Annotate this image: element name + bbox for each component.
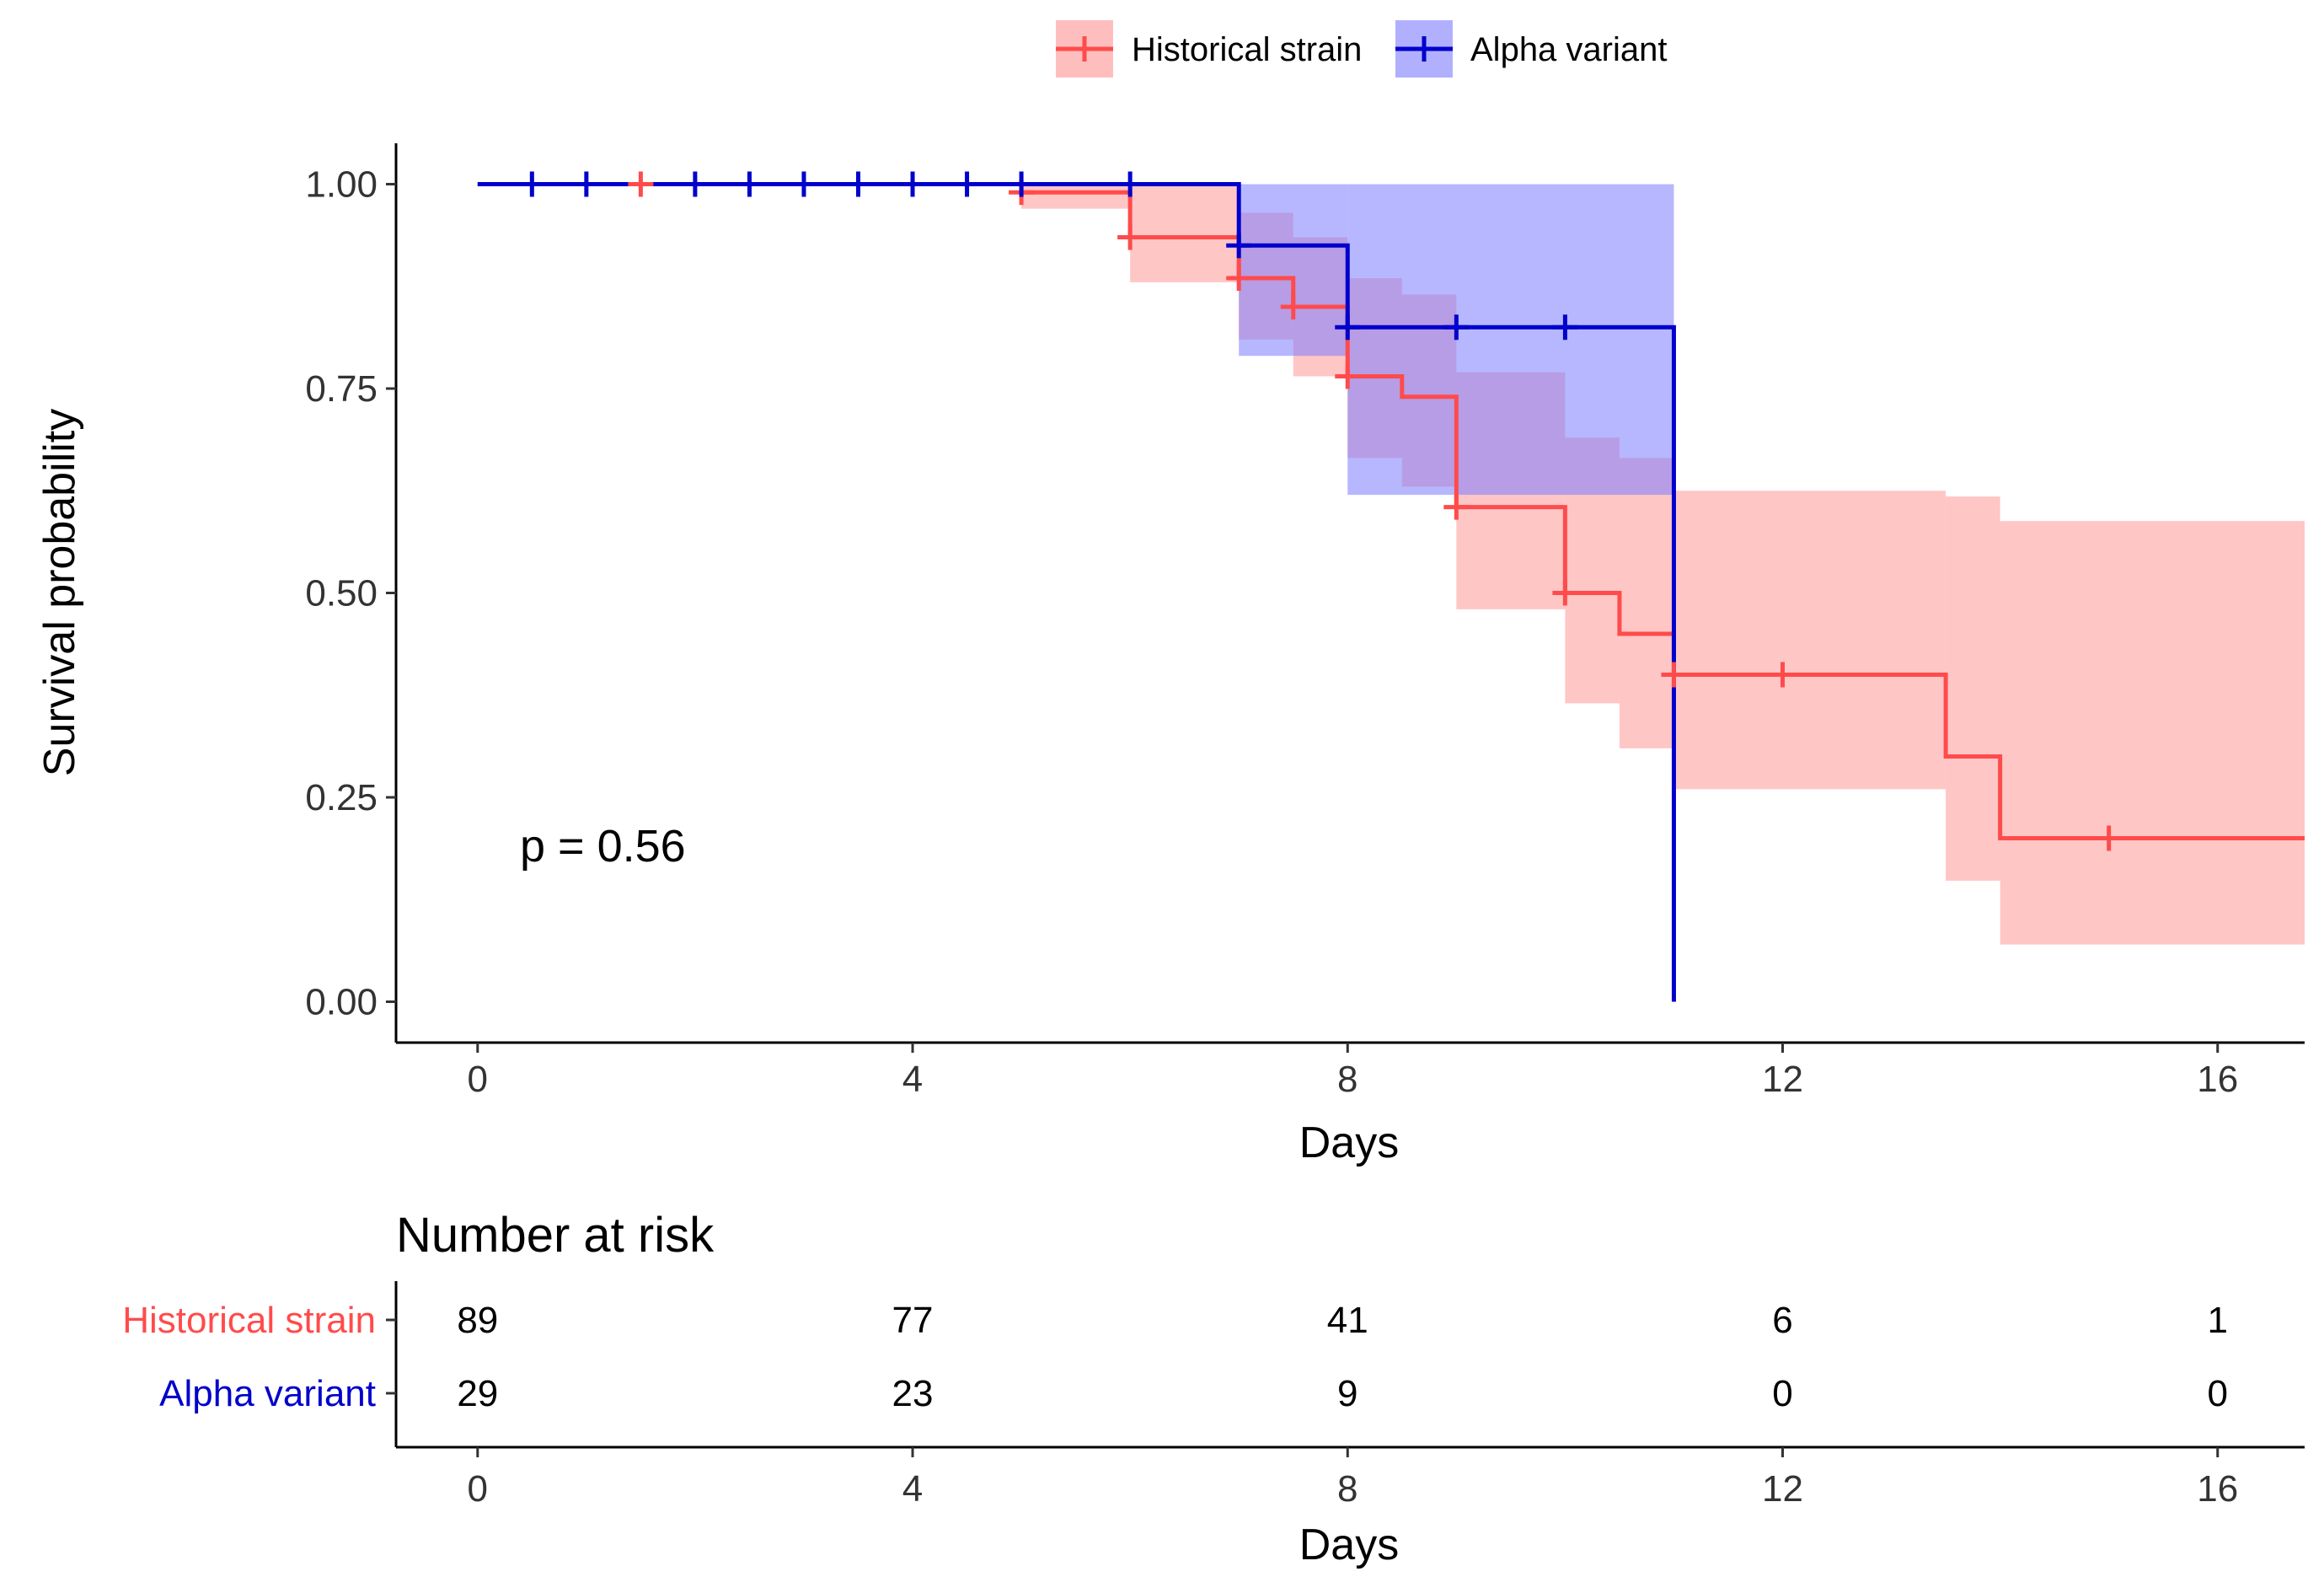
x-tick-label: 4 — [902, 1059, 923, 1100]
risk-x-tick-label: 8 — [1337, 1468, 1357, 1510]
censor-mark-alpha — [682, 171, 708, 197]
y-tick-label: 0.25 — [305, 777, 378, 818]
risk-count: 9 — [1337, 1373, 1357, 1414]
censor-mark-alpha — [1443, 314, 1470, 341]
censor-mark-historical — [1117, 224, 1143, 250]
risk-count: 1 — [2208, 1300, 2228, 1341]
y-axis-ticks: 0.00 0.25 0.50 0.75 1.00 — [305, 164, 396, 1023]
risk-table-rows: Historical strain 89 77 41 6 1 Alpha variant 29… — [122, 1300, 2228, 1414]
risk-table: Number at risk Historical strain 89 77 41 6 1… — [122, 1208, 2305, 1569]
ci-band-historical — [1130, 184, 1240, 282]
censor-mark-alpha — [736, 171, 763, 197]
y-tick-label: 0.00 — [305, 982, 378, 1023]
x-tick-label: 0 — [468, 1059, 488, 1100]
censor-mark-historical — [1552, 580, 1578, 606]
censor-mark-alpha — [790, 171, 817, 197]
ci-band-alpha — [1239, 184, 1348, 357]
y-tick-label: 0.75 — [305, 368, 378, 410]
censor-mark-historical — [1443, 494, 1470, 520]
censor-marks — [519, 171, 2122, 851]
risk-row-label: Historical strain — [122, 1300, 376, 1341]
censor-mark-historical — [628, 171, 654, 197]
x-tick-label: 8 — [1337, 1059, 1357, 1100]
risk-count: 0 — [1772, 1373, 1792, 1414]
survival-curves — [477, 182, 2305, 1002]
censor-mark-alpha — [1009, 171, 1035, 197]
confidence-bands — [1021, 184, 2305, 945]
x-axis-ticks: 0 4 8 12 16 — [468, 1043, 2238, 1100]
risk-x-tick-label: 12 — [1762, 1468, 1803, 1510]
risk-count: 23 — [892, 1373, 934, 1414]
risk-x-tick-label: 4 — [902, 1468, 923, 1510]
risk-count: 89 — [457, 1300, 498, 1341]
risk-count: 41 — [1327, 1300, 1368, 1341]
censor-mark-alpha — [519, 171, 545, 197]
risk-table-title: Number at risk — [396, 1208, 715, 1263]
risk-x-tick-label: 0 — [468, 1468, 488, 1510]
x-axis-title: Days — [1299, 1118, 1399, 1167]
legend-label-alpha: Alpha variant — [1470, 31, 1667, 68]
censor-mark-alpha — [845, 171, 871, 197]
y-tick-label: 0.50 — [305, 573, 378, 614]
y-axis-title: Survival probability — [35, 409, 84, 776]
p-value-annotation: p = 0.56 — [520, 821, 686, 872]
risk-table-x-ticks: 0 4 8 12 16 — [468, 1447, 2238, 1510]
censor-mark-historical — [1661, 662, 1687, 688]
risk-count: 6 — [1772, 1300, 1792, 1341]
y-tick-label: 1.00 — [305, 164, 378, 206]
censor-mark-historical — [1280, 294, 1306, 319]
risk-count: 29 — [457, 1373, 498, 1414]
legend-label-historical: Historical strain — [1132, 31, 1362, 68]
risk-count: 77 — [892, 1300, 934, 1341]
censor-mark-alpha — [573, 171, 599, 197]
survival-curve-alpha — [477, 182, 1676, 1002]
x-tick-label: 12 — [1762, 1059, 1803, 1100]
censor-mark-historical — [1770, 662, 1796, 688]
ci-band-historical — [1619, 458, 1674, 748]
censor-mark-historical — [1226, 266, 1252, 292]
censor-mark-alpha — [900, 171, 926, 197]
legend: Historical strain Alpha variant — [1056, 20, 1667, 78]
censor-mark-alpha — [1552, 314, 1578, 341]
risk-x-tick-label: 16 — [2197, 1468, 2238, 1510]
censor-mark-alpha — [1335, 314, 1361, 341]
risk-count: 0 — [2208, 1373, 2228, 1414]
ci-band-alpha — [1347, 184, 1674, 496]
ci-band-historical — [1021, 184, 1131, 209]
ci-band-historical — [2000, 521, 2305, 945]
censor-mark-alpha — [1226, 233, 1252, 259]
ci-band-historical — [1673, 491, 1946, 790]
survival-curve-historical — [477, 182, 2305, 840]
censor-mark-alpha — [954, 171, 980, 197]
censor-mark-historical — [2096, 825, 2122, 851]
censor-mark-historical — [1335, 363, 1361, 389]
censor-mark-alpha — [1117, 171, 1143, 197]
x-tick-label: 16 — [2197, 1059, 2238, 1100]
risk-table-x-title: Days — [1299, 1521, 1399, 1569]
risk-row-label: Alpha variant — [159, 1373, 376, 1414]
ci-band-historical — [1946, 496, 2000, 881]
